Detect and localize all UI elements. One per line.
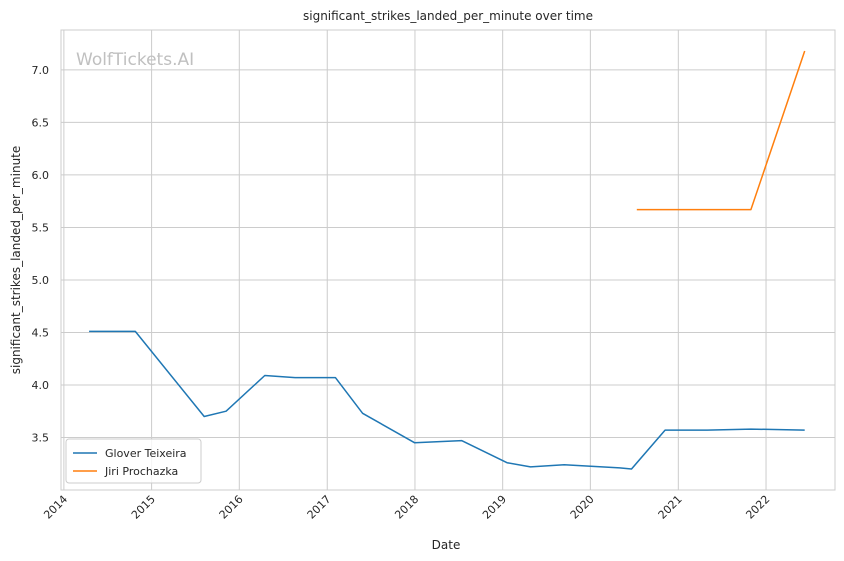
plot-area xyxy=(60,29,836,491)
watermark: WolfTickets.AI xyxy=(76,50,194,70)
x-axis-label: Date xyxy=(432,538,461,552)
legend-label-glover-teixeira: Glover Teixeira xyxy=(105,447,187,460)
y-tick-label: 6.0 xyxy=(32,169,50,182)
series-layer xyxy=(89,50,806,470)
y-axis-label: significant_strikes_landed_per_minute xyxy=(9,146,23,375)
series-line-glover-teixeira xyxy=(89,330,805,470)
y-tick-label: 6.5 xyxy=(32,116,50,129)
x-tick-label: 2016 xyxy=(217,493,246,522)
x-tick-label: 2019 xyxy=(480,493,509,522)
grid xyxy=(61,30,835,490)
y-tick-labels: 3.5 4.0 4.5 5.0 5.5 6.0 6.5 7.0 xyxy=(32,64,50,445)
y-tick-label: 3.5 xyxy=(32,431,50,444)
x-tick-label: 2015 xyxy=(129,493,158,522)
series-line-jiri-prochazka xyxy=(636,50,806,211)
x-tick-label: 2018 xyxy=(392,493,421,522)
y-tick-label: 4.0 xyxy=(32,379,50,392)
x-tick-label: 2020 xyxy=(568,493,597,522)
y-tick-label: 5.0 xyxy=(32,274,50,287)
x-tick-label: 2022 xyxy=(743,493,772,522)
legend-label-jiri-prochazka: Jiri Prochazka xyxy=(104,465,178,478)
y-tick-label: 7.0 xyxy=(32,64,50,77)
x-tick-label: 2021 xyxy=(656,493,685,522)
legend: Glover Teixeira Jiri Prochazka xyxy=(65,438,202,484)
x-tick-label: 2017 xyxy=(305,493,334,522)
legend-box xyxy=(65,438,202,484)
y-tick-label: 5.5 xyxy=(32,221,50,234)
y-tick-label: 4.5 xyxy=(32,326,50,339)
x-tick-labels: 2014 2015 2016 2017 2018 2019 2020 2021 2022 xyxy=(41,493,772,522)
chart-title: significant_strikes_landed_per_minute ov… xyxy=(303,9,593,23)
x-tick-label: 2014 xyxy=(41,493,70,522)
